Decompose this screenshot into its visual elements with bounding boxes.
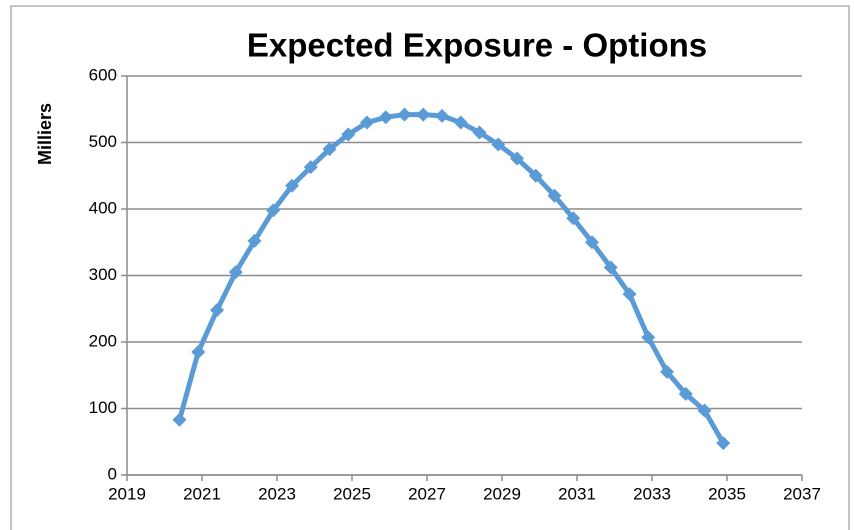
y-tick-label: 100 <box>89 398 117 417</box>
x-tick-label: 2035 <box>708 484 746 503</box>
chart-frame <box>10 5 850 530</box>
data-point <box>622 287 637 302</box>
data-point <box>397 107 412 122</box>
data-line <box>177 112 726 445</box>
data-point <box>491 137 506 152</box>
data-point <box>285 178 299 193</box>
x-tick-label: 2021 <box>183 484 221 503</box>
data-point <box>247 233 262 248</box>
data-point <box>585 235 599 250</box>
data-point <box>603 260 618 275</box>
data-point <box>228 265 243 280</box>
data-point <box>341 127 356 142</box>
chart-title: Expected Exposure - Options <box>247 27 707 64</box>
y-tick-label: 300 <box>89 265 117 284</box>
y-tick-label: 600 <box>89 65 117 84</box>
data-point <box>510 151 524 166</box>
data-point <box>660 364 674 379</box>
data-point <box>210 303 224 318</box>
data-point <box>360 115 374 130</box>
x-tick-label: 2029 <box>483 484 521 503</box>
data-point <box>566 211 581 226</box>
x-tick-label: 2025 <box>333 484 371 503</box>
data-point <box>303 160 318 175</box>
data-point <box>528 168 543 183</box>
data-point <box>416 107 431 122</box>
data-point <box>678 386 693 401</box>
data-point <box>472 125 487 140</box>
data-point <box>453 115 468 130</box>
data-point <box>172 412 187 427</box>
y-tick-label: 200 <box>89 331 117 350</box>
y-axis-label: Milliers <box>35 103 55 165</box>
data-point <box>266 203 281 218</box>
data-point <box>547 188 562 203</box>
y-tick-label: 400 <box>89 198 117 217</box>
x-tick-label: 2019 <box>108 484 146 503</box>
data-point <box>322 142 337 157</box>
x-tick-label: 2033 <box>633 484 671 503</box>
data-point <box>716 436 731 451</box>
y-tick-label: 0 <box>108 464 117 483</box>
x-tick-label: 2037 <box>783 484 821 503</box>
data-point <box>641 330 656 345</box>
data-point <box>378 110 393 125</box>
data-point <box>191 344 206 359</box>
data-point <box>435 108 449 123</box>
data-point <box>697 403 712 418</box>
x-tick-label: 2027 <box>408 484 446 503</box>
x-tick-label: 2023 <box>258 484 296 503</box>
x-tick-label: 2031 <box>558 484 596 503</box>
y-tick-label: 500 <box>89 132 117 151</box>
